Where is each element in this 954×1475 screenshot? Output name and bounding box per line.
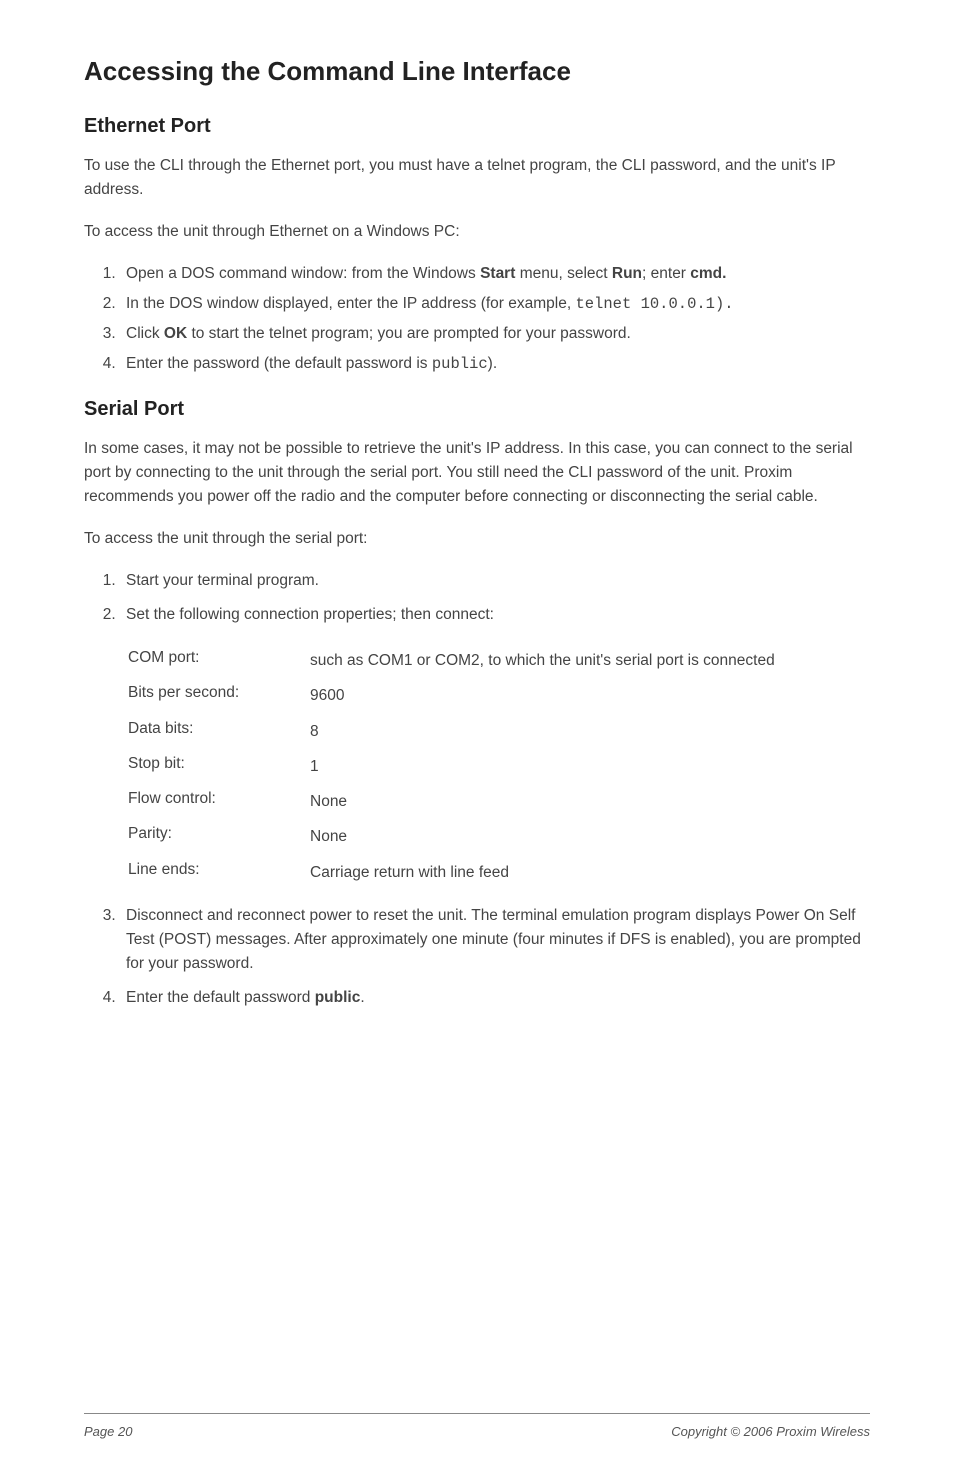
page-footer: Page 20 Copyright © 2006 Proxim Wireless	[84, 1413, 870, 1439]
conn-value: 8	[310, 720, 870, 743]
conn-label: Bits per second:	[128, 684, 310, 707]
conn-label: Line ends:	[128, 861, 310, 884]
keyword-run: Run	[612, 265, 642, 282]
serial-step-1: Start your terminal program.	[120, 569, 870, 593]
ethernet-intro-p2: To access the unit through Ethernet on a…	[84, 220, 870, 244]
footer-page-number: Page 20	[84, 1424, 132, 1439]
code-telnet: telnet 10.0.0.1	[575, 295, 715, 313]
text: ; enter	[642, 265, 690, 282]
text: Enter the default password	[126, 989, 315, 1006]
serial-step-4: Enter the default password public.	[120, 986, 870, 1010]
text: to start the telnet program; you are pro…	[187, 325, 631, 342]
ethernet-intro-p1: To use the CLI through the Ethernet port…	[84, 154, 870, 202]
conn-value: 9600	[310, 684, 870, 707]
text: ).	[715, 295, 734, 313]
text: .	[360, 989, 364, 1006]
conn-value: Carriage return with line feed	[310, 861, 870, 884]
conn-value: None	[310, 825, 870, 848]
conn-row-flow: Flow control: None	[128, 790, 870, 813]
ethernet-steps-list: Open a DOS command window: from the Wind…	[84, 262, 870, 376]
conn-value: None	[310, 790, 870, 813]
text: Enter the password (the default password…	[126, 355, 432, 372]
keyword-public: public	[315, 989, 361, 1006]
conn-label: Stop bit:	[128, 755, 310, 778]
text: Open a DOS command window: from the Wind…	[126, 265, 480, 282]
text: menu, select	[515, 265, 612, 282]
serial-steps-list: Start your terminal program. Set the fol…	[84, 569, 870, 627]
code-public: public	[432, 355, 488, 373]
keyword-ok: OK	[164, 325, 187, 342]
ethernet-step-4: Enter the password (the default password…	[120, 352, 870, 376]
ethernet-step-2: In the DOS window displayed, enter the I…	[120, 292, 870, 316]
keyword-cmd: cmd.	[690, 265, 726, 282]
ethernet-step-3: Click OK to start the telnet program; yo…	[120, 322, 870, 346]
conn-row-bps: Bits per second: 9600	[128, 684, 870, 707]
connection-properties-table: COM port: such as COM1 or COM2, to which…	[128, 649, 870, 884]
footer-copyright: Copyright © 2006 Proxim Wireless	[671, 1424, 870, 1439]
serial-intro-p2: To access the unit through the serial po…	[84, 527, 870, 551]
serial-intro-p1: In some cases, it may not be possible to…	[84, 437, 870, 509]
page-title: Accessing the Command Line Interface	[84, 56, 870, 87]
text: Click	[126, 325, 164, 342]
conn-row-parity: Parity: None	[128, 825, 870, 848]
text: In the DOS window displayed, enter the I…	[126, 295, 575, 312]
serial-steps-list-cont: Disconnect and reconnect power to reset …	[84, 904, 870, 1010]
keyword-start: Start	[480, 265, 515, 282]
conn-value: such as COM1 or COM2, to which the unit'…	[310, 649, 870, 672]
conn-row-com: COM port: such as COM1 or COM2, to which…	[128, 649, 870, 672]
conn-label: Data bits:	[128, 720, 310, 743]
conn-row-data: Data bits: 8	[128, 720, 870, 743]
section-heading-ethernet: Ethernet Port	[84, 115, 870, 138]
conn-row-line: Line ends: Carriage return with line fee…	[128, 861, 870, 884]
serial-step-3: Disconnect and reconnect power to reset …	[120, 904, 870, 976]
section-heading-serial: Serial Port	[84, 398, 870, 421]
text: ).	[488, 355, 497, 372]
ethernet-step-1: Open a DOS command window: from the Wind…	[120, 262, 870, 286]
conn-label: COM port:	[128, 649, 310, 672]
conn-value: 1	[310, 755, 870, 778]
conn-row-stop: Stop bit: 1	[128, 755, 870, 778]
conn-label: Parity:	[128, 825, 310, 848]
conn-label: Flow control:	[128, 790, 310, 813]
page-container: Accessing the Command Line Interface Eth…	[0, 0, 954, 1475]
serial-step-2: Set the following connection properties;…	[120, 603, 870, 627]
